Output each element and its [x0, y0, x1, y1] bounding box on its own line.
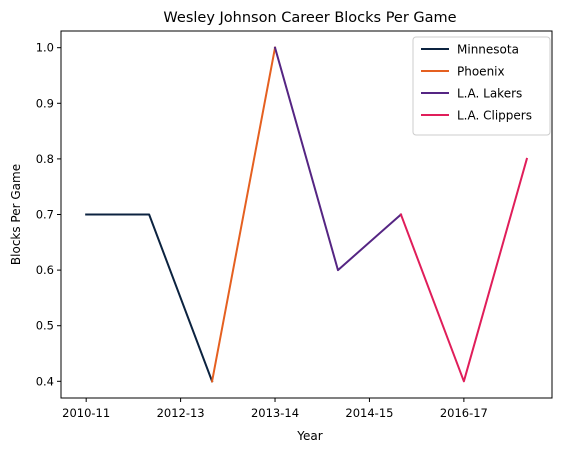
legend: Minnesota Phoenix L.A. Lakers L.A. Clippers: [412, 36, 551, 136]
series-line-3: [399, 157, 529, 383]
x-axis: 2010-11 2012-13 2013-14 2014-15 2016-17: [62, 398, 488, 420]
y-axis-label: Blocks Per Game: [9, 164, 23, 265]
y-tick-label: 0.7: [36, 208, 54, 222]
x-axis-label: Year: [296, 429, 322, 443]
series-line-1: [210, 46, 277, 383]
chart-title: Wesley Johnson Career Blocks Per Game: [163, 10, 456, 26]
x-tick-label: 2010-11: [62, 406, 110, 420]
y-tick-label: 0.4: [36, 374, 54, 388]
legend-label: Minnesota: [457, 43, 519, 57]
y-axis: 0.4 0.5 0.6 0.7 0.8 0.9 1.0: [36, 41, 61, 388]
x-tick-label: 2014-15: [345, 406, 393, 420]
y-tick-label: 1.0: [36, 41, 54, 55]
y-tick-label: 0.8: [36, 152, 54, 166]
x-tick-label: 2016-17: [440, 406, 488, 420]
y-tick-label: 0.6: [36, 263, 54, 277]
y-tick-label: 0.9: [36, 96, 54, 110]
x-tick-label: 2012-13: [157, 406, 205, 420]
series-line-2: [273, 46, 403, 272]
x-tick-label: 2013-14: [251, 406, 299, 420]
series-layer: [85, 46, 529, 383]
y-tick-label: 0.5: [36, 319, 54, 333]
legend-box: [412, 36, 551, 136]
legend-label: L.A. Lakers: [457, 87, 522, 101]
legend-label: L.A. Clippers: [457, 109, 532, 123]
series-line-0: [85, 213, 214, 383]
legend-label: Phoenix: [457, 65, 505, 79]
